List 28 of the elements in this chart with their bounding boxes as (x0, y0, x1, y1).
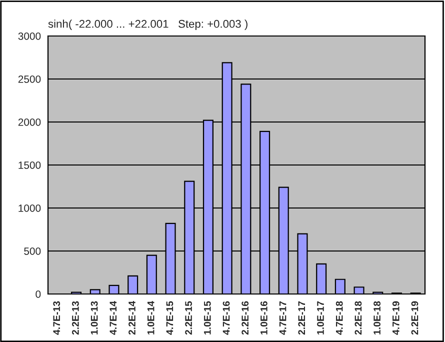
x-tick-label: 4.7E-17 (279, 301, 286, 335)
x-tick-label: 1.0E-16 (260, 301, 268, 334)
x-tick-label: 1.0E-18 (374, 301, 380, 334)
x-tick-label: 4.7E-16 (222, 301, 230, 335)
x-tick-label: 4.7E-19 (392, 301, 400, 335)
x-tick-label: 1.0E-17 (317, 301, 324, 334)
x-tick-label: 4.7E-15 (166, 301, 174, 335)
y-tick-label: 500 (24, 248, 41, 255)
x-tick-label: 2.2E-19 (411, 301, 418, 335)
x-tick-label: 2.2E-17 (298, 301, 305, 335)
y-tick-label: 3000 (18, 32, 41, 40)
y-tick-label: 2500 (18, 76, 41, 83)
x-tick-label: 2.2E-13 (72, 301, 79, 335)
y-tick-label: 1000 (18, 204, 41, 212)
chart-title: sinh( -22.000 ... +22.001 Step: +0.003 ) (48, 20, 248, 30)
x-tick-label: 1.0E-15 (204, 301, 211, 334)
y-tick-label: 2000 (18, 118, 41, 126)
y-tick-label: 0 (36, 290, 41, 298)
x-tick-label: 1.0E-13 (90, 301, 98, 334)
x-tick-label: 2.2E-18 (354, 301, 362, 335)
x-tick-label: 1.0E-14 (147, 300, 154, 334)
x-tick-label: 2.2E-16 (242, 301, 249, 335)
x-tick-label: 4.7E-14 (110, 300, 116, 335)
x-tick-label: 4.7E-13 (53, 301, 60, 335)
x-tick-label: 2.2E-15 (185, 301, 192, 335)
y-tick-label: 1500 (18, 162, 41, 169)
x-tick-label: 4.7E-18 (336, 301, 343, 335)
x-tick-label: 2.2E-14 (128, 300, 136, 335)
